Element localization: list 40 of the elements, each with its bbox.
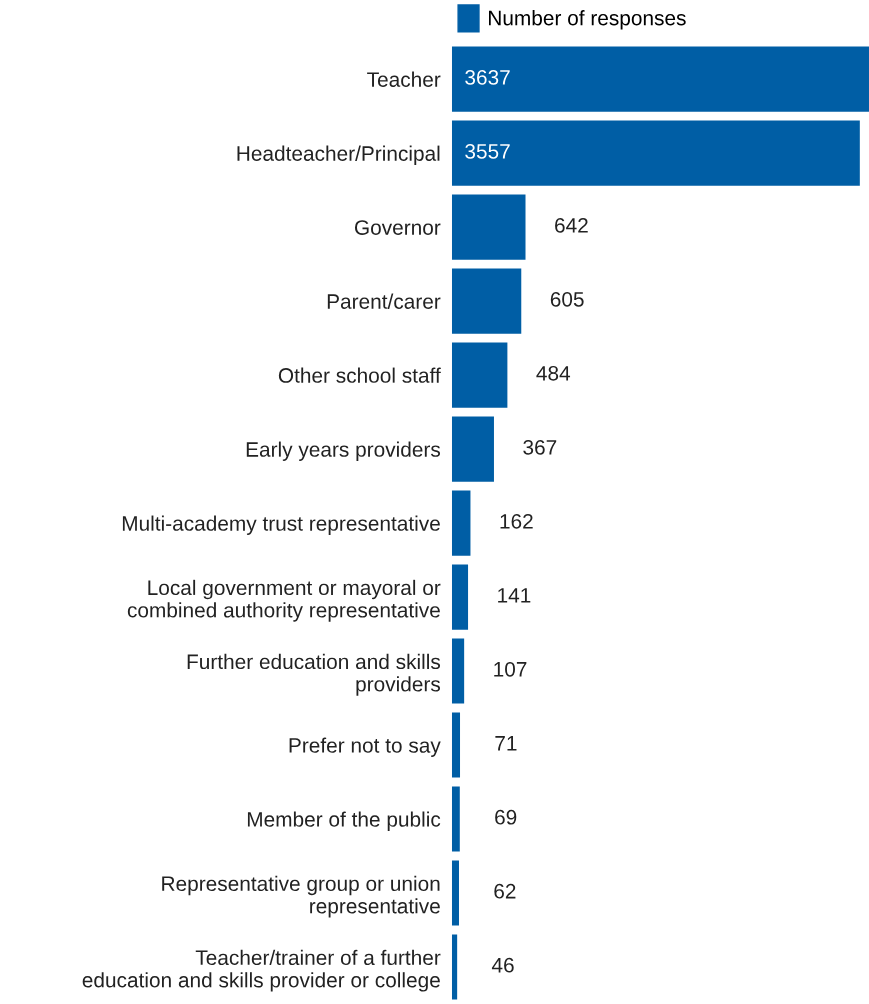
data-label: 46 — [491, 957, 514, 973]
y-tick-label: Multi-academy trust representative — [122, 515, 440, 535]
bar — [451, 416, 494, 482]
bar — [451, 46, 869, 112]
bar — [451, 934, 458, 1000]
data-label: 107 — [494, 661, 527, 677]
bar — [451, 268, 522, 334]
y-tick-label: Further education and skills providers — [187, 653, 441, 696]
bar — [451, 564, 469, 630]
data-label: 642 — [555, 217, 588, 233]
data-label: 484 — [536, 365, 571, 381]
y-tick-label: Headteacher/Principal — [237, 145, 440, 166]
bar — [451, 638, 465, 704]
data-label: 162 — [500, 513, 533, 529]
data-label: 605 — [550, 291, 584, 307]
bar — [451, 712, 461, 778]
y-tick-label: Governor — [354, 220, 441, 235]
bar — [451, 194, 526, 260]
bar — [451, 786, 460, 852]
bar — [451, 490, 471, 556]
legend-label: Number of responses — [489, 10, 686, 30]
y-tick-label: Teacher — [367, 71, 441, 87]
y-tick-label: Parent/carer — [327, 293, 441, 309]
bar — [451, 342, 508, 408]
y-tick-label: Representative group or union representative — [162, 875, 440, 918]
y-tick-label: Other school staff — [278, 367, 441, 383]
data-label: 62 — [494, 883, 516, 899]
data-label: 367 — [523, 439, 557, 455]
data-label: 141 — [498, 588, 531, 603]
y-tick-label: Early years providers — [246, 441, 441, 461]
y-tick-label: Local government or mayoral or combined authority representative — [127, 579, 441, 622]
bar — [451, 120, 860, 186]
y-tick-label: Teacher/trainer of a further education and skills provider or college — [82, 949, 441, 992]
data-label: 71 — [495, 736, 517, 751]
data-label: 69 — [495, 809, 517, 825]
data-label: 3557 — [465, 143, 510, 159]
bar — [451, 860, 459, 926]
y-tick-label: Member of the public — [247, 811, 441, 831]
y-tick-label: Prefer not to say — [289, 737, 441, 757]
data-label: 3637 — [465, 70, 510, 85]
